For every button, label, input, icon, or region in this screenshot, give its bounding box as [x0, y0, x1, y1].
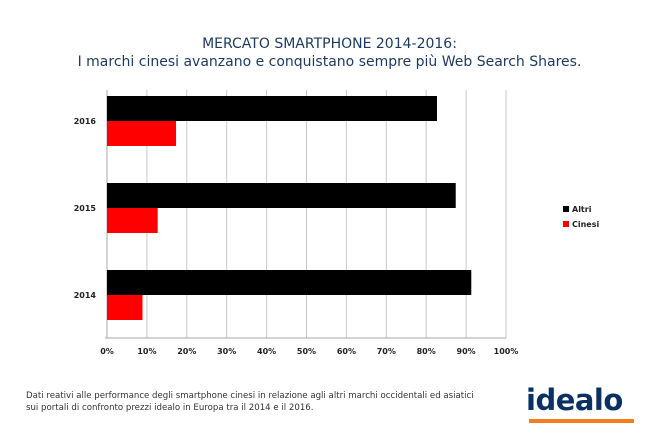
bar-cinesi-2016 — [107, 121, 177, 146]
x-tick-label: 0% — [100, 347, 114, 356]
y-tick-label: 2014 — [74, 291, 97, 300]
x-tick-label: 40% — [257, 347, 276, 356]
footnote-line-1: Dati reativi alle performance degli smar… — [26, 391, 474, 401]
legend-label-cinesi: Cinesi — [572, 220, 599, 229]
legend-swatch-altri — [563, 206, 569, 212]
x-tick-label: 60% — [337, 347, 356, 356]
bar-cinesi-2014 — [107, 295, 143, 320]
x-tick-label: 100% — [494, 347, 519, 356]
bar-altri-2016 — [107, 96, 437, 121]
bar-altri-2014 — [107, 270, 472, 295]
footnote: Dati reativi alle performance degli smar… — [26, 390, 474, 414]
logo-underline — [529, 419, 634, 423]
y-tick-label: 2015 — [74, 204, 97, 213]
bar-cinesi-2015 — [107, 208, 158, 233]
x-tick-label: 30% — [217, 347, 236, 356]
bar-altri-2015 — [107, 183, 456, 208]
x-tick-label: 20% — [177, 347, 196, 356]
x-tick-label: 70% — [377, 347, 396, 356]
legend-swatch-cinesi — [563, 221, 569, 227]
x-tick-label: 50% — [297, 347, 316, 356]
chart-subtitle: I marchi cinesi avanzano e conquistano s… — [77, 54, 582, 70]
x-tick-label: 80% — [417, 347, 436, 356]
legend-label-altri: Altri — [572, 205, 592, 214]
idealo-logo: idealo — [526, 383, 623, 417]
y-tick-label: 2016 — [74, 117, 97, 126]
x-tick-label: 10% — [137, 347, 156, 356]
footnote-line-2: sui portali di confronto prezzi idealo i… — [26, 403, 314, 413]
chart-title: MERCATO SMARTPHONE 2014-2016: — [202, 36, 457, 52]
x-tick-label: 90% — [457, 347, 476, 356]
